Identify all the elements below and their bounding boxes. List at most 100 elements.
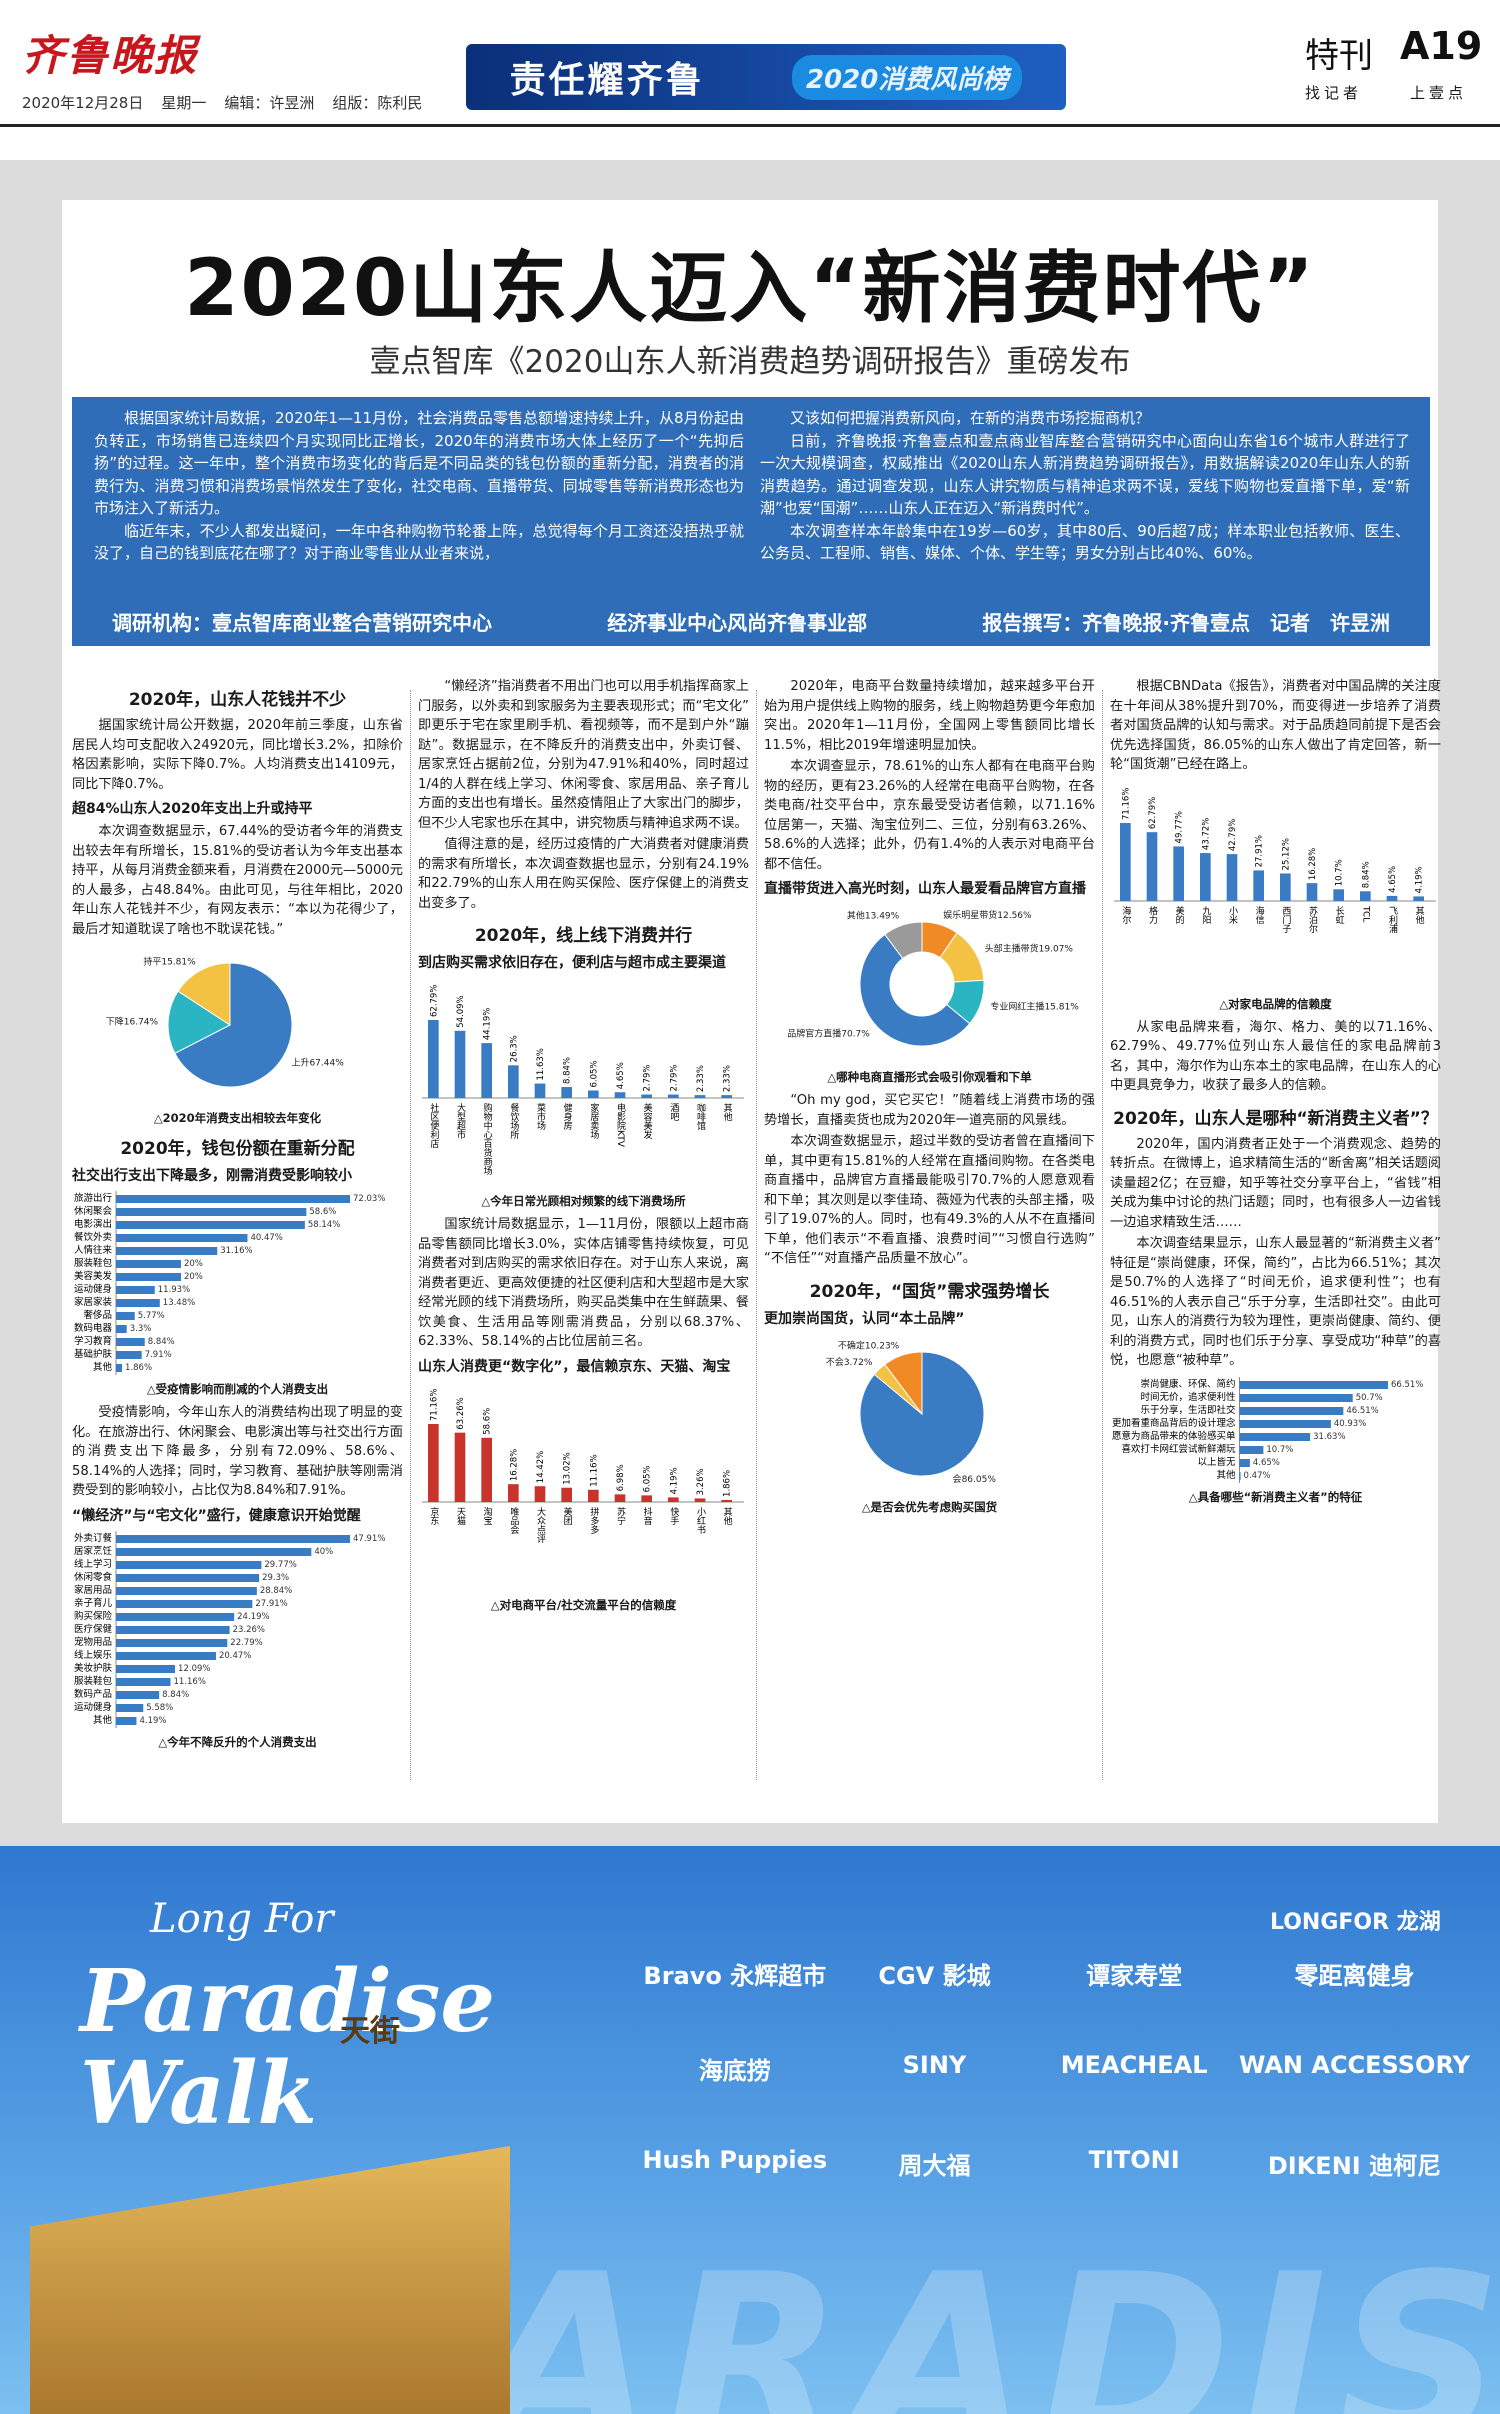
bar xyxy=(1239,1406,1344,1415)
category-label: 社区便利店 xyxy=(428,1102,439,1149)
value-label: 11.16% xyxy=(174,1677,206,1687)
category-label: 小米 xyxy=(1227,905,1238,924)
bar-chart: 71.16% 京东 63.26% 天猫 58.6% 淘宝 16.28% 唯品会 14.42% 大众… xyxy=(422,1388,744,1543)
chart: 崇尚健康、环保、简约 66.51% 时间无价，追求便利性 50.7% 乐于分享，生活即社… xyxy=(1110,1375,1441,1505)
subheading: 更加崇尚国货，认同“本土品牌” xyxy=(764,1310,965,1327)
category-label: 家居家装 xyxy=(74,1296,113,1308)
category-label: 美容美发 xyxy=(642,1102,653,1140)
value-label: 42.79% xyxy=(1228,818,1238,850)
value-label: 16.28% xyxy=(509,1448,519,1480)
logo: 齐鲁晚报 xyxy=(22,31,199,80)
bar xyxy=(668,1496,679,1502)
bar xyxy=(428,1423,439,1502)
chart: 外卖订餐 47.91% 居家烹饪 40% 线上学习 29.77% 休闲零食 29.3% 家居用品… xyxy=(72,1529,403,1750)
headline: 2020山东人迈入“新消费时代” xyxy=(184,244,1316,334)
category-label: 抖音 xyxy=(642,1505,653,1525)
category-label: 数码电器 xyxy=(74,1322,113,1334)
brand-top: Long For xyxy=(150,1896,334,1942)
value-label: 10.7% xyxy=(1335,859,1345,886)
paragraph: 根据国家统计局数据，2020年1—11月份，社会消费品零售总额增速持续上升，从8… xyxy=(94,409,744,517)
category-label: 宠物用品 xyxy=(74,1636,112,1648)
value-label: 13.49% xyxy=(865,912,900,922)
category-label: 海信 xyxy=(1254,904,1265,924)
slice-label: 品牌官方直播70.7% xyxy=(787,1028,870,1040)
shop-logo: DIKENI 迪柯尼 xyxy=(1267,2152,1442,2180)
value-label: 70.7% xyxy=(841,1030,870,1040)
bar xyxy=(641,1094,652,1098)
paragraph: 本次调查显示，78.61%的山东人都有在电商平台购物的经历，更有23.26%的人… xyxy=(764,759,1095,872)
category-label: 飞利浦 xyxy=(1387,905,1398,933)
bar xyxy=(116,1547,312,1556)
slice-label: 下降16.74% xyxy=(106,1015,159,1027)
value-label: 13.48% xyxy=(163,1298,195,1308)
bar xyxy=(534,1083,546,1098)
slice xyxy=(884,1350,923,1416)
subtitle: 壹点智库《2020山东人新消费趋势调研报告》重磅发布 xyxy=(369,344,1131,380)
bar xyxy=(116,1651,216,1660)
value-label: 16.28% xyxy=(1308,847,1318,879)
value-label: 6.05% xyxy=(589,1060,599,1087)
slice-label: 持平15.81% xyxy=(143,956,196,968)
bar-chart: 71.16% 海尔 62.79% 格力 49.77% 美的 43.72% 九阳 42.79% 小米… xyxy=(1114,787,1436,933)
category-label: 亲子育儿 xyxy=(74,1597,113,1609)
paragraph: 据国家统计局公开数据，2020年前三季度，山东省居民人均可支配收入24920元，… xyxy=(72,718,403,792)
value-label: 86.05% xyxy=(962,1475,997,1485)
paragraph: 根据CBNData《报告》，消费者对中国品牌的关注度在十年间从38%提升到70%… xyxy=(1110,679,1441,772)
pie-chart: 上升67.44% 下降16.74% 持平15.81% xyxy=(106,956,344,1088)
bar xyxy=(454,1432,466,1502)
column: “懒经济”指消费者不用出门也可以用手机指挥商家上门服务，以外卖和到家服务为主要表… xyxy=(418,677,749,1787)
shop-logo: 零距离健身 xyxy=(1294,1962,1415,1990)
value-label: 25.12% xyxy=(1281,838,1291,870)
category-label: 苏宁 xyxy=(615,1505,626,1524)
category-label: 乐于分享，生活即社交 xyxy=(1140,1404,1236,1416)
value-label: 58.6% xyxy=(483,1407,493,1434)
bar xyxy=(116,1351,142,1359)
category-label: 服装鞋包 xyxy=(74,1257,113,1269)
bar xyxy=(116,1273,181,1281)
value-label: 4.65% xyxy=(1253,1458,1280,1468)
shop-logo: 周大福 xyxy=(898,2152,971,2180)
bar xyxy=(1173,845,1184,901)
category-label: 小红书 xyxy=(695,1506,706,1534)
chart: 71.16% 海尔 62.79% 格力 49.77% 美的 43.72% 九阳 42.79% 小米… xyxy=(1110,779,1441,1012)
category-label: 喜欢打卡网红尝试新鲜潮玩 xyxy=(1121,1443,1236,1455)
bar xyxy=(1360,890,1371,901)
category-label: 外卖订餐 xyxy=(74,1532,113,1544)
category-label: 拼多多 xyxy=(588,1505,599,1534)
value-label: 29.77% xyxy=(264,1560,296,1570)
category-label: 购买保险 xyxy=(74,1610,113,1622)
value-label: 12.56% xyxy=(997,911,1032,921)
value-label: 43.72% xyxy=(1201,817,1211,849)
category-label: 格力 xyxy=(1147,904,1158,924)
bar xyxy=(641,1494,652,1502)
category: 不确定 xyxy=(838,1339,865,1351)
category: 不会 xyxy=(826,1355,844,1367)
category-label: 其他 xyxy=(722,1103,733,1122)
shop-logo: Hush Puppies xyxy=(642,2146,828,2174)
category-label: 数码产品 xyxy=(74,1688,112,1700)
value-label: 2.79% xyxy=(669,1065,679,1092)
category-label: 餐饮场所 xyxy=(508,1102,518,1140)
slice xyxy=(884,921,923,960)
bar xyxy=(1226,853,1238,901)
category: 持平 xyxy=(143,956,161,968)
editor: 编辑：许昱洲 xyxy=(224,94,315,112)
bar xyxy=(428,1020,439,1098)
chart: 71.16% 京东 63.26% 天猫 58.6% 淘宝 16.28% 唯品会 14.42% 大众… xyxy=(418,1380,749,1613)
shop-logo: 谭家寿堂 xyxy=(1086,1962,1183,1990)
value-label: 54.09% xyxy=(456,995,466,1027)
value-label: 71.16% xyxy=(429,1388,439,1420)
tagline: 找记者 xyxy=(1305,84,1363,102)
bar xyxy=(614,1092,626,1098)
category-label: 其他 xyxy=(722,1506,733,1525)
bar xyxy=(1239,1445,1264,1454)
value-label: 31.16% xyxy=(220,1246,252,1256)
paragraph: 值得注意的是，经历过疫情的广大消费者对健康消费的需求有所增长，本次调查数据也显示… xyxy=(418,837,749,911)
category-label: 学习教育 xyxy=(74,1335,112,1347)
banner: 责任耀齐鲁 2020消费风尚榜 xyxy=(466,44,1066,110)
value-label: 5.77% xyxy=(138,1311,165,1321)
category: 会 xyxy=(953,1473,962,1485)
category-label: 酒吧 xyxy=(668,1103,679,1121)
chart-caption: △今年日常光顾相对频繁的线下消费场所 xyxy=(481,1194,686,1208)
bar xyxy=(561,1487,572,1502)
